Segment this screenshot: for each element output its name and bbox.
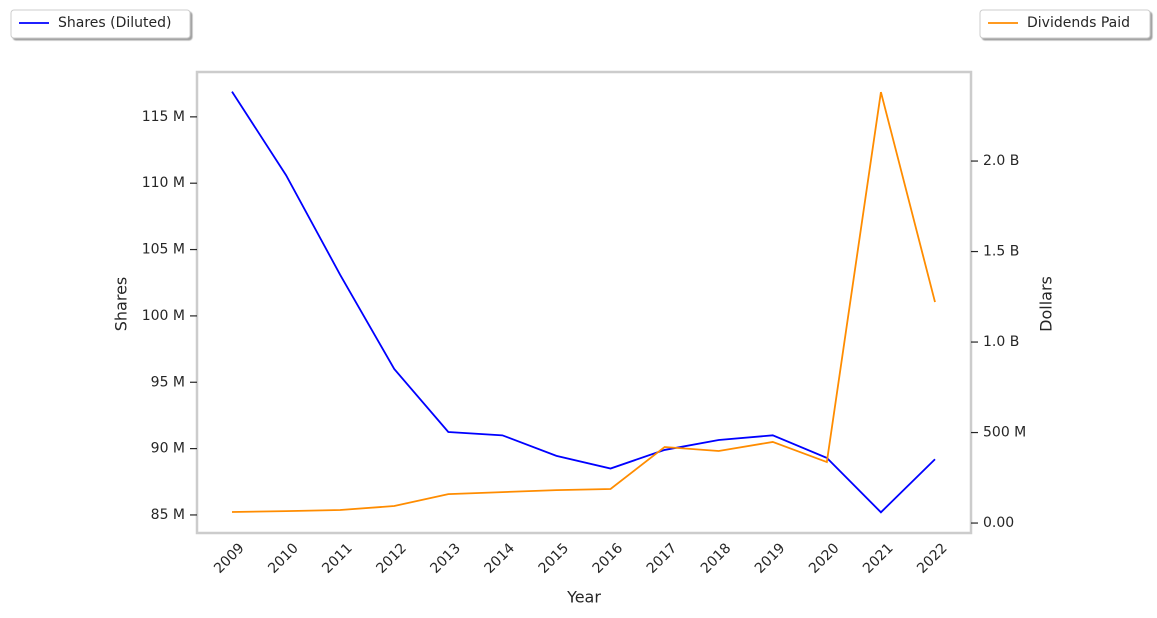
legend-box [979, 9, 1151, 39]
y-axis-label: Shares [112, 277, 131, 332]
legend: Dividends Paid [979, 9, 1151, 39]
y2-tick-label: 2.0 B [983, 153, 1019, 169]
y-tick-label: 115 M [142, 109, 185, 125]
y-tick-label: 85 M [151, 507, 185, 523]
legend: Shares (Diluted) [10, 9, 191, 39]
x-tick-label: 2018 [698, 540, 735, 577]
x-tick-label: 2012 [373, 540, 410, 577]
legend-box [10, 9, 191, 39]
x-tick-label: 2015 [536, 540, 573, 577]
x-tick-label: 2020 [806, 540, 843, 577]
y-tick-label: 100 M [142, 308, 185, 324]
series-line [231, 91, 936, 514]
x-tick-label: 2019 [752, 540, 789, 577]
y2-tick-label: 0.00 [983, 515, 1014, 531]
y2-tick-label: 500 M [983, 425, 1026, 441]
x-axis-label: Year [566, 588, 601, 607]
y-tick-label: 105 M [142, 242, 185, 258]
y-tick-label: 90 M [151, 441, 185, 457]
legend-label: Dividends Paid [1027, 15, 1130, 31]
x-tick-label: 2013 [427, 540, 464, 577]
legend-label: Shares (Diluted) [58, 15, 172, 31]
y-tick-label: 95 M [151, 374, 185, 390]
x-tick-label: 2016 [590, 540, 627, 577]
x-tick-label: 2021 [860, 540, 897, 577]
y2-tick-label: 1.5 B [983, 244, 1019, 260]
x-tick-label: 2009 [211, 540, 248, 577]
plot-frame [195, 70, 973, 535]
y2-tick-label: 1.0 B [983, 334, 1019, 350]
x-tick-label: 2017 [644, 540, 681, 577]
series-line [231, 91, 936, 513]
x-tick-label: 2011 [319, 540, 356, 577]
x-tick-label: 2010 [265, 540, 302, 577]
y-tick-label: 110 M [142, 175, 185, 191]
x-tick-label: 2014 [482, 540, 519, 577]
x-tick-label: 2022 [914, 540, 951, 577]
y2-axis-label: Dollars [1037, 276, 1056, 332]
